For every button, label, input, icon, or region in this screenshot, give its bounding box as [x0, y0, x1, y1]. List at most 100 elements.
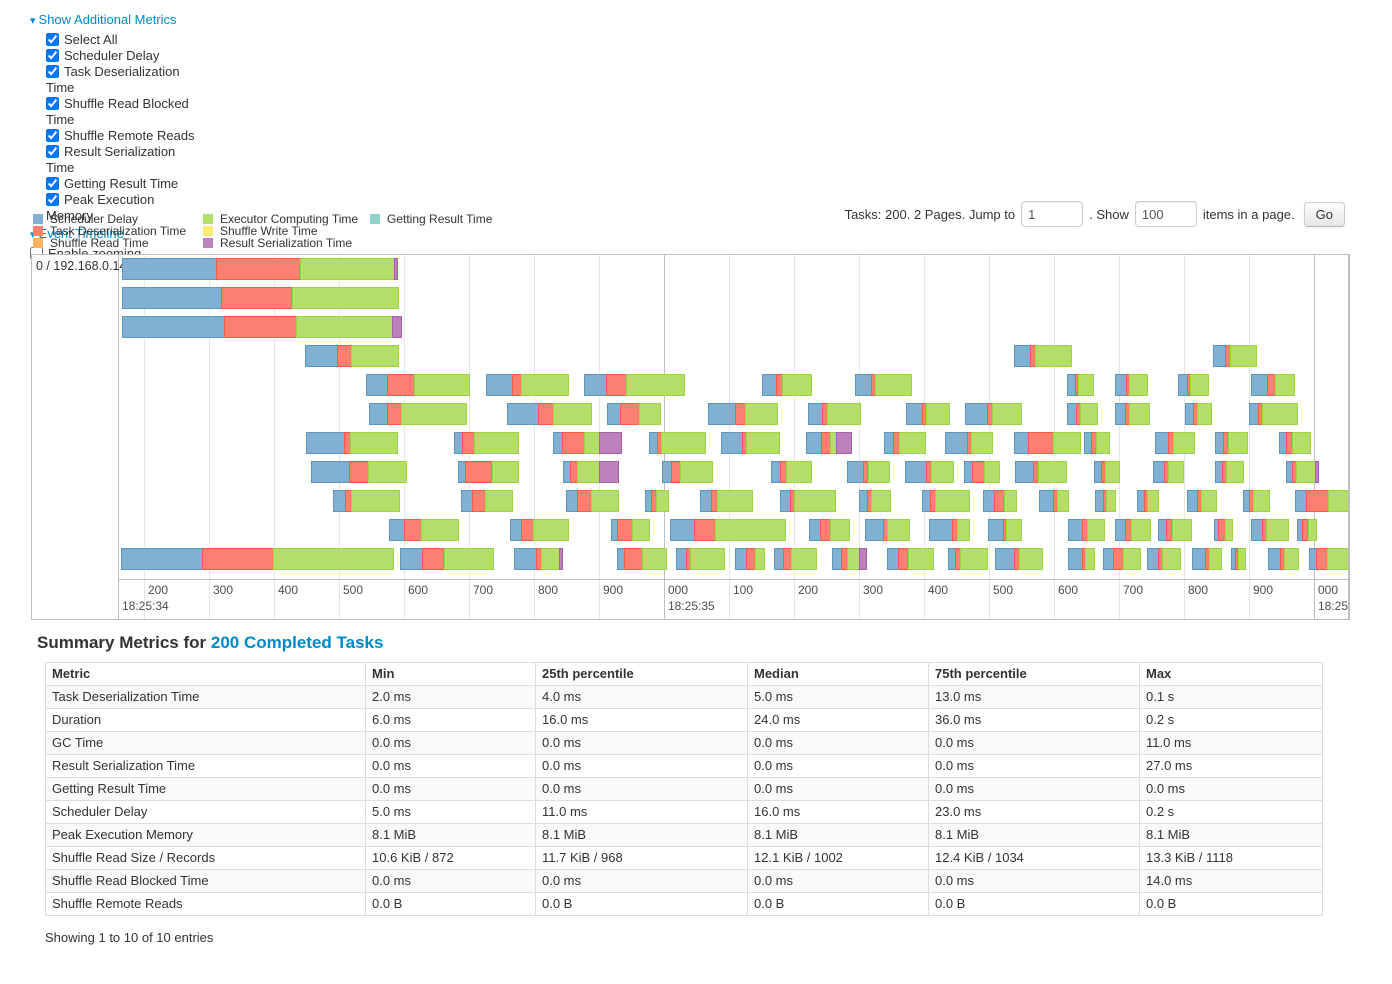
- show-additional-metrics-toggle[interactable]: ▾ Show Additional Metrics: [30, 12, 260, 29]
- task-bar-segment: [992, 403, 1022, 425]
- metric-checkbox[interactable]: [46, 65, 59, 78]
- task-bar-segment: [122, 258, 217, 280]
- summary-table-cell: 0.0 ms: [928, 777, 1140, 801]
- metric-checkbox-item[interactable]: Getting Result Time: [46, 176, 196, 192]
- metric-checkbox-item[interactable]: Peak Execution Memory: [46, 192, 155, 223]
- task-bar-segment: [514, 548, 537, 570]
- metric-checkbox[interactable]: [46, 49, 59, 62]
- task-bar-segment: [421, 519, 459, 541]
- metric-checkbox[interactable]: [46, 193, 59, 206]
- timeline-task-bar: [454, 432, 519, 454]
- summary-metrics-title: Summary Metrics for 200 Completed Tasks: [37, 633, 383, 653]
- task-bar-segment: [1168, 461, 1184, 483]
- task-bar-segment: [296, 316, 393, 338]
- axis-tick-label: 900: [603, 583, 624, 597]
- task-bar-segment: [1327, 548, 1348, 570]
- timeline-task-bar: [584, 374, 685, 396]
- items-per-page-input[interactable]: [1134, 201, 1197, 227]
- task-bar-segment: [306, 432, 345, 454]
- metric-checkbox[interactable]: [46, 33, 59, 46]
- metric-checkbox-item[interactable]: Shuffle Read Blocked Time: [46, 96, 189, 127]
- timeline-bars-layer: [119, 255, 1348, 579]
- timeline-task-bar: [510, 519, 569, 541]
- timeline-task-bar: [1231, 548, 1246, 570]
- summary-table-cell: 0.0 B: [365, 892, 536, 916]
- task-bar-segment: [782, 374, 812, 396]
- timeline-task-bar: [461, 490, 513, 512]
- timeline-task-bar: [1103, 548, 1141, 570]
- task-bar-segment: [620, 403, 640, 425]
- summary-table-cell: 5.0 ms: [365, 800, 536, 824]
- metric-checkbox[interactable]: [46, 177, 59, 190]
- task-bar-segment: [599, 432, 622, 454]
- completed-tasks-link[interactable]: 200 Completed Tasks: [210, 633, 384, 652]
- metric-checkbox-item[interactable]: Select All: [46, 32, 196, 48]
- task-bar-segment: [859, 548, 867, 570]
- timeline-task-bar: [1158, 519, 1192, 541]
- summary-table-cell: 8.1 MiB: [535, 823, 748, 847]
- axis-tick-label: 400: [278, 583, 299, 597]
- summary-table-row: Task Deserialization Time 2.0 ms 4.0 ms 5.0…: [45, 685, 1323, 709]
- timeline-group-column: 0 / 192.168.0.14: [32, 255, 126, 619]
- summary-table-cell: 0.0 ms: [928, 731, 1140, 755]
- task-bar-segment: [786, 461, 812, 483]
- summary-table-cell: 12.4 KiB / 1034: [928, 846, 1140, 870]
- summary-table-cell: 0.2 s: [1139, 708, 1323, 732]
- summary-table-cell: 0.0 B: [1139, 892, 1323, 916]
- legend-item: Shuffle Read Time: [33, 237, 203, 249]
- timeline-task-bar: [922, 490, 970, 512]
- axis-tick-label: 700: [473, 583, 494, 597]
- summary-table-row: Duration 6.0 ms 16.0 ms 24.0 ms 36.0 ms 0.2 s: [45, 708, 1323, 732]
- summary-table-row: Peak Execution Memory 8.1 MiB 8.1 MiB 8.1 M…: [45, 823, 1323, 847]
- task-bar-segment: [584, 432, 600, 454]
- tasks-pagination-text: Tasks: 200. 2 Pages. Jump to: [844, 206, 1016, 222]
- summary-table-row: Shuffle Read Blocked Time 0.0 ms 0.0 ms 0.0…: [45, 869, 1323, 893]
- summary-column-header: 25th percentile: [535, 662, 748, 686]
- timeline-task-bar: [1137, 490, 1159, 512]
- task-bar-segment: [541, 548, 560, 570]
- summary-table-cell: 0.0 ms: [747, 777, 929, 801]
- summary-metrics-table: Metric Min 25th percentile Median 75th perce…: [45, 662, 1323, 916]
- timeline-task-bar: [1215, 432, 1248, 454]
- timeline-task-bar: [808, 403, 861, 425]
- summary-table-row: Result Serialization Time 0.0 ms 0.0 ms 0.0…: [45, 754, 1323, 778]
- metric-checkbox-item[interactable]: Scheduler Delay: [46, 48, 196, 64]
- legend-swatch-icon: [33, 214, 43, 224]
- legend-item: Result Serialization Time: [203, 237, 370, 249]
- metric-checkbox[interactable]: [46, 145, 59, 158]
- task-bar-segment: [474, 432, 519, 454]
- task-bar-segment: [394, 258, 398, 280]
- metric-checkbox-item[interactable]: Shuffle Remote Reads: [46, 128, 196, 144]
- jump-to-page-input[interactable]: [1021, 201, 1084, 227]
- legend-swatch-icon: [33, 226, 43, 236]
- timeline-task-bar: [887, 548, 934, 570]
- timeline-task-bar: [1213, 345, 1257, 367]
- metric-checkbox-item[interactable]: Task Deserialization Time: [46, 64, 180, 95]
- timeline-task-bar: [1268, 548, 1299, 570]
- summary-table-cell: Shuffle Read Size / Records: [45, 846, 366, 870]
- event-timeline-toggle[interactable]: ▾Event Timeline: [30, 226, 260, 243]
- timeline-task-bar: [1153, 461, 1184, 483]
- timeline-task-bar: [1067, 374, 1094, 396]
- task-bar-segment: [122, 287, 222, 309]
- timeline-task-bar: [553, 432, 622, 454]
- metric-checkbox[interactable]: [46, 129, 59, 142]
- task-bar-segment: [908, 548, 934, 570]
- metric-checkbox-item[interactable]: Result Serialization Time: [46, 144, 176, 175]
- minor-gridline: [274, 255, 275, 619]
- summary-column-header: Median: [747, 662, 929, 686]
- task-bar-segment: [368, 461, 407, 483]
- additional-metrics-panel: ▾ Show Additional Metrics Select All Sched…: [30, 12, 260, 262]
- timeline-task-bar: [563, 461, 619, 483]
- task-bar-segment: [1068, 548, 1083, 570]
- task-bar-segment: [1308, 519, 1317, 541]
- task-bar-segment: [995, 548, 1015, 570]
- metric-checkbox[interactable]: [46, 97, 59, 110]
- task-bar-segment: [292, 287, 399, 309]
- task-bar-segment: [929, 519, 953, 541]
- summary-table-cell: Scheduler Delay: [45, 800, 366, 824]
- axis-tick-label: 500: [343, 583, 364, 597]
- go-button[interactable]: Go: [1303, 201, 1345, 227]
- task-bar-segment: [935, 490, 970, 512]
- timeline-plot-area: 200 300 400 500 600 700 800 900 000 100 200 300 400 5…: [119, 255, 1348, 619]
